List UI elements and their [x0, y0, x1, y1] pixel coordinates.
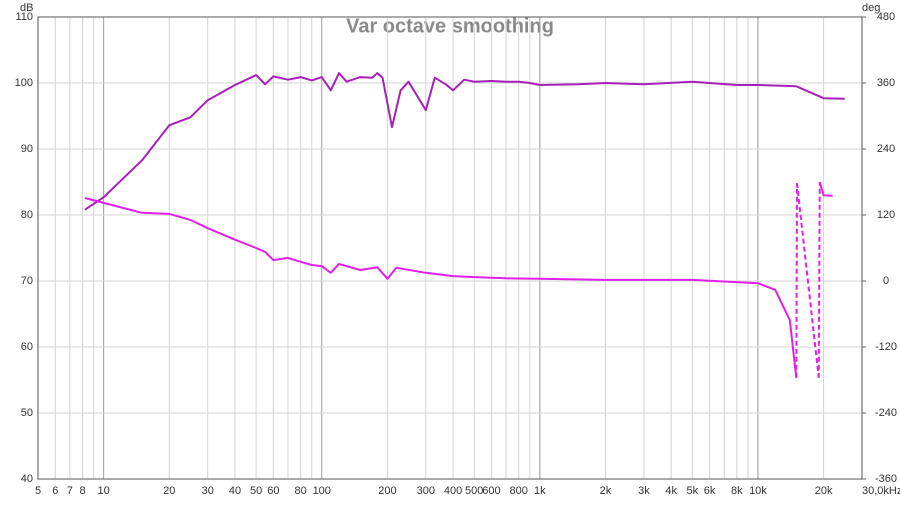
- x-tick-label: 4k: [665, 485, 677, 497]
- y-tick-label: 80: [21, 209, 33, 221]
- y-tick-label: 60: [21, 341, 33, 353]
- x-tick-label: 500: [465, 485, 483, 497]
- x-tick-label: 60: [267, 485, 279, 497]
- phase-wrap: [817, 181, 821, 378]
- y2-tick-label: -360: [875, 473, 897, 485]
- x-tick-label: 80: [294, 485, 306, 497]
- y-tick-label: 90: [21, 143, 33, 155]
- y2-tick-label: 480: [877, 11, 895, 23]
- y-tick-label: 70: [21, 275, 33, 287]
- x-tick-label: 30: [202, 485, 214, 497]
- x-tick-label: 40: [229, 485, 241, 497]
- series-line: [84, 197, 798, 378]
- x-tick-label: 8k: [731, 485, 743, 497]
- x-tick-label: 7: [67, 485, 73, 497]
- y2-tick-label: -240: [875, 407, 897, 419]
- x-tick-label: 5k: [686, 485, 698, 497]
- x-tick-label: 2k: [600, 485, 612, 497]
- x-tick-label: 20k: [815, 485, 833, 497]
- x-tick-label: 6k: [704, 485, 716, 497]
- y2-axis-label: deg: [862, 2, 880, 14]
- y2-tick-label: 240: [877, 143, 895, 155]
- y2-tick-label: 120: [877, 209, 895, 221]
- x-tick-label: 100: [313, 485, 331, 497]
- x-tick-label: 10k: [749, 485, 767, 497]
- y2-tick-label: 0: [883, 275, 889, 287]
- y2-tick-label: 360: [877, 77, 895, 89]
- x-tick-label: 600: [482, 485, 500, 497]
- x-tick-label: 20: [163, 485, 175, 497]
- series-line: [818, 181, 833, 197]
- phase-wrap: [795, 183, 798, 378]
- y-axis-label: dB: [20, 2, 33, 14]
- x-tick-label: 10: [98, 485, 110, 497]
- y-tick-label: 40: [21, 473, 33, 485]
- x-tick-label: 1k: [534, 485, 546, 497]
- y2-tick-label: -120: [875, 341, 897, 353]
- chart-title: Var octave smoothing: [346, 15, 554, 37]
- x-tick-label: 200: [378, 485, 396, 497]
- series-line: [84, 72, 845, 211]
- x-tick-label: 50: [250, 485, 262, 497]
- y-tick-label: 110: [15, 11, 33, 23]
- y-tick-label: 100: [15, 77, 33, 89]
- x-tick-label: 800: [510, 485, 528, 497]
- x-tick-label: 8: [79, 485, 85, 497]
- plot-frame: [37, 16, 863, 480]
- phase-wrap: [795, 182, 820, 378]
- x-tick-label: 3k: [638, 485, 650, 497]
- x-tick-label: 5: [35, 485, 41, 497]
- x-tick-label: 300: [417, 485, 435, 497]
- x-tick-label: 30,0kHz: [862, 485, 900, 497]
- y-tick-label: 50: [21, 407, 33, 419]
- x-tick-label: 6: [52, 485, 58, 497]
- x-tick-label: 400: [444, 485, 462, 497]
